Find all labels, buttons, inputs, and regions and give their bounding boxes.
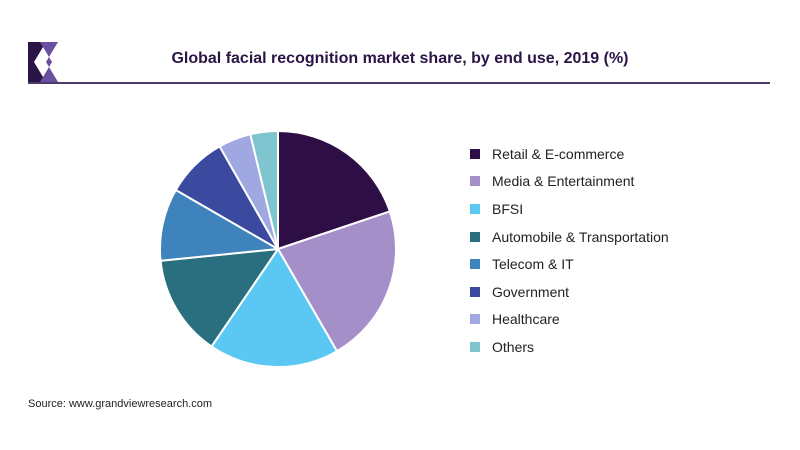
title-divider <box>28 82 770 84</box>
legend-swatch <box>470 148 480 159</box>
pie-slice-telecom-it <box>159 189 279 262</box>
legend-swatch <box>470 176 480 187</box>
pie-slices <box>159 129 397 368</box>
legend-label: Media & Entertainment <box>492 173 635 190</box>
legend-item: Others <box>470 333 790 361</box>
legend-swatch <box>470 203 480 214</box>
legend-swatch <box>470 341 480 352</box>
legend-label: Automobile & Transportation <box>492 228 669 245</box>
pie-slice-media-entertainment <box>277 210 397 353</box>
legend-swatch <box>470 314 480 325</box>
pie-slice-retail-e-commerce <box>277 130 391 250</box>
chart-legend: Retail & E-commerce Media & Entertainment… <box>470 140 790 361</box>
pie-slice-others <box>249 129 279 250</box>
legend-label: Retail & E-commerce <box>492 145 625 162</box>
legend-swatch <box>470 286 480 297</box>
legend-item: Automobile & Transportation <box>470 223 790 251</box>
legend-item: Media & Entertainment <box>470 168 790 196</box>
brand-logo-icon <box>28 42 58 82</box>
legend-label: Others <box>492 338 535 355</box>
legend-item: Healthcare <box>470 306 790 334</box>
pie-slice-bfsi <box>210 248 338 368</box>
legend-item: Telecom & IT <box>470 250 790 278</box>
legend-label: Government <box>492 283 570 300</box>
chart-title: Global facial recognition market share, … <box>171 50 629 67</box>
legend-label: BFSI <box>492 200 524 217</box>
legend-swatch <box>470 231 480 242</box>
legend-item: BFSI <box>470 195 790 223</box>
legend-item: Government <box>470 278 790 306</box>
legend-label: Telecom & IT <box>492 256 574 273</box>
legend-swatch <box>470 259 480 270</box>
legend-item: Retail & E-commerce <box>470 140 790 168</box>
pie-slice-automobile-transportation <box>159 248 279 348</box>
legend-label: Healthcare <box>492 311 560 328</box>
source-note: Source: www.grandviewresearch.com <box>28 398 213 410</box>
